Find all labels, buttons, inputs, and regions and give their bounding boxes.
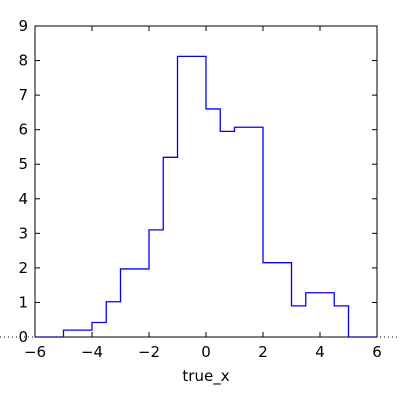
axis-ticks [34,25,378,338]
x-tick-label: −2 [138,343,160,361]
x-tick-label: −6 [24,343,46,361]
x-tick-label: 0 [201,343,211,361]
y-tick-label: 0 [18,328,28,346]
x-axis-label: true_x [182,367,229,386]
x-tick-label: 6 [372,343,382,361]
tick-labels: −6 −4 −2 0 2 4 6 0 1 2 3 4 5 6 7 8 9 [18,17,381,361]
x-tick-label: −4 [81,343,103,361]
y-tick-label: 9 [18,17,28,35]
y-tick-label: 5 [18,155,28,173]
y-tick-label: 6 [18,121,28,139]
y-tick-label: 8 [18,52,28,70]
histogram-step-line [35,55,377,338]
y-tick-label: 2 [18,259,28,277]
x-tick-label: 2 [258,343,268,361]
y-tick-label: 7 [18,86,28,104]
x-tick-label: 4 [315,343,325,361]
y-tick-label: 1 [18,293,28,311]
y-tick-label: 4 [18,190,28,208]
y-tick-label: 3 [18,224,28,242]
